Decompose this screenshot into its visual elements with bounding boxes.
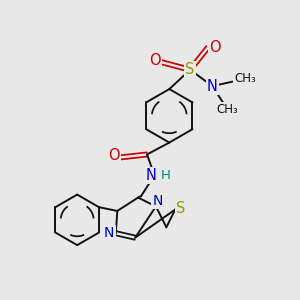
Text: O: O <box>209 40 220 55</box>
Text: N: N <box>207 79 218 94</box>
Text: O: O <box>149 53 161 68</box>
Text: N: N <box>146 168 157 183</box>
Text: O: O <box>108 148 120 164</box>
Text: H: H <box>161 169 171 182</box>
Text: CH₃: CH₃ <box>234 72 256 85</box>
Text: S: S <box>176 201 185 216</box>
Text: S: S <box>185 62 195 77</box>
Text: CH₃: CH₃ <box>216 103 238 116</box>
Text: N: N <box>104 226 115 240</box>
Text: N: N <box>152 194 163 208</box>
